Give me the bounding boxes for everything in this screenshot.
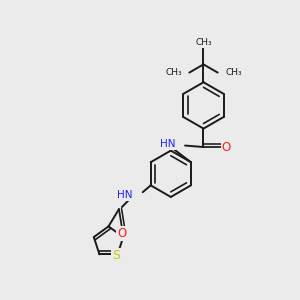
Text: CH₃: CH₃ xyxy=(195,38,212,47)
Text: CH₃: CH₃ xyxy=(225,68,242,77)
Text: O: O xyxy=(117,227,127,240)
Text: CH₃: CH₃ xyxy=(165,68,182,77)
Text: HN: HN xyxy=(117,190,133,200)
Text: O: O xyxy=(222,140,231,154)
Text: HN: HN xyxy=(160,139,176,149)
Text: S: S xyxy=(112,249,120,262)
